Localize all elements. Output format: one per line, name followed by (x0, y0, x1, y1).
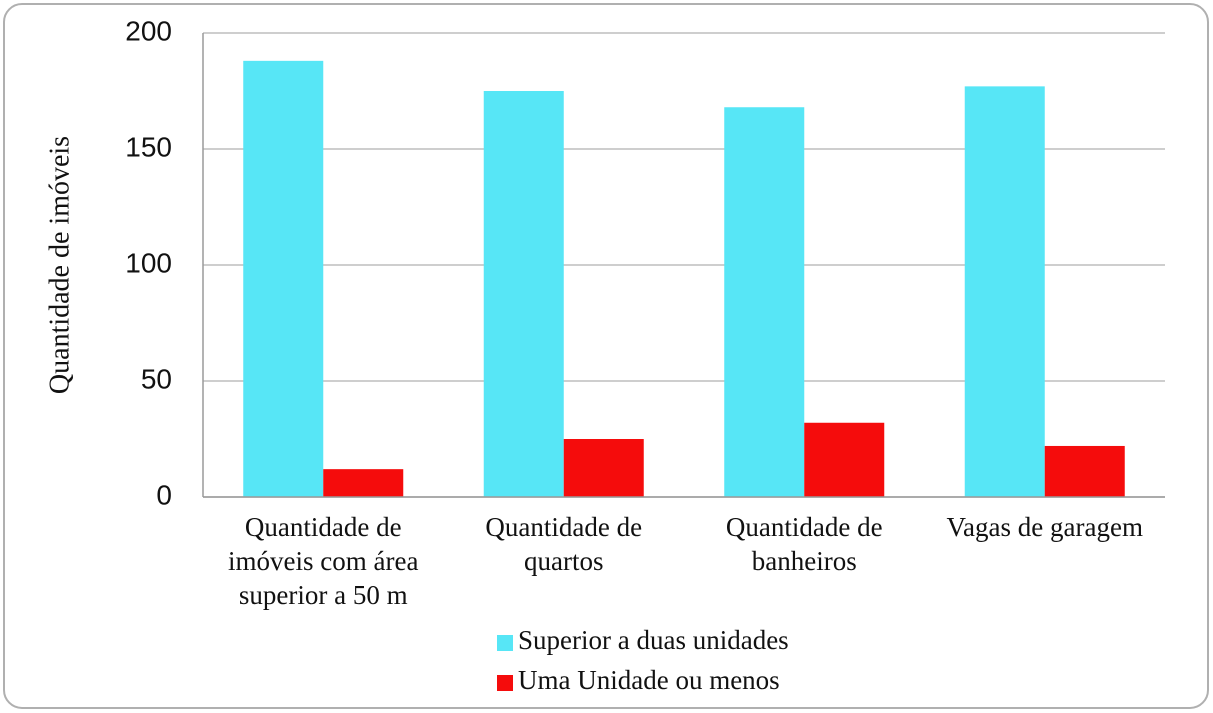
bar (964, 86, 1045, 498)
bar (1044, 445, 1125, 497)
x-tick-label: Quantidade de quartos (485, 512, 643, 576)
legend-label: Superior a duas unidades (518, 625, 789, 655)
x-tick-label: Quantidade de banheiros (725, 512, 883, 576)
legend-swatch (497, 635, 513, 651)
y-axis-label: Quantidade de imóveis (44, 136, 75, 394)
x-tick-label: Vagas de garagem (946, 512, 1143, 542)
y-tick-label: 100 (125, 247, 172, 278)
x-tick-label: Quantidade de imóveis com área superior … (228, 512, 419, 610)
bar (243, 60, 324, 498)
bar (804, 422, 885, 497)
legend-label: Uma Unidade ou menos (518, 665, 780, 695)
y-tick-label: 50 (141, 363, 172, 394)
bar (323, 469, 404, 497)
y-tick-label: 150 (125, 131, 172, 162)
bar (724, 107, 805, 498)
y-tick-label: 0 (156, 479, 172, 510)
y-tick-label: 200 (125, 15, 172, 46)
legend-swatch (497, 675, 513, 691)
bar (563, 439, 644, 497)
bar (483, 91, 564, 497)
